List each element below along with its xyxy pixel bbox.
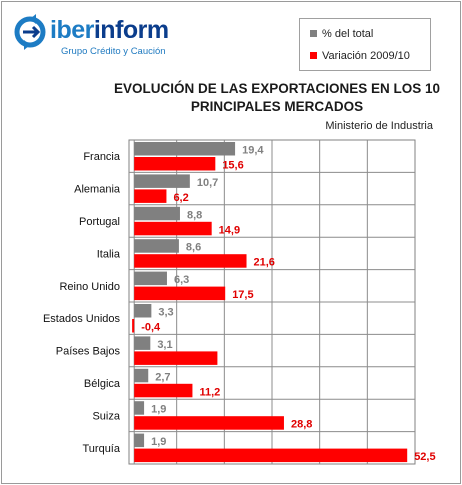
variation-value-label-francia: 15,6 [222,160,243,172]
legend-swatch-share [310,30,317,37]
variation-value-label-estados-unidos: -0,4 [141,322,161,334]
category-label-italia: Italia [97,248,121,260]
variation-bar-pa-ses-bajos [134,351,218,365]
share-value-label-estados-unidos: 3,3 [158,307,173,319]
chart-subtitle: Ministerio de Industria [325,120,433,132]
variation-bar-alemania [134,189,167,203]
variation-bar-b-lgica [134,383,193,398]
share-value-label-reino-unido: 6,3 [174,274,189,286]
variation-value-label-suiza: 28,8 [291,419,312,431]
category-label-turqu-a: Turquía [82,443,120,455]
brand-name-bold: inform [93,16,169,44]
variation-value-label-b-lgica: 11,2 [199,386,220,398]
legend-label-variation: Variación 2009/10 [322,50,410,62]
chart-legend: % del total Variación 2009/10 [299,18,431,71]
variation-bar-reino-unido [134,286,226,301]
category-label-estados-unidos: Estados Unidos [43,313,121,325]
share-bar-francia [134,142,236,156]
variation-bar-turqu-a [134,448,408,463]
share-value-label-alemania: 10,7 [197,177,218,189]
share-value-label-italia: 8,6 [186,242,201,254]
variation-bar-portugal [134,221,212,236]
variation-value-label-alemania: 6,2 [173,192,188,204]
iberinform-logo-icon [14,14,46,50]
share-value-label-suiza: 1,9 [151,404,166,416]
share-bar-suiza [134,401,145,415]
share-bar-b-lgica [134,368,149,383]
variation-value-label-turqu-a: 52,5 [414,451,435,463]
category-label-alemania: Alemania [74,184,121,196]
brand-name-light: iber [50,16,94,44]
share-value-label-francia: 19,4 [242,145,264,157]
category-label-francia: Francia [83,151,121,163]
share-bar-alemania [134,174,190,188]
variation-bar-estados-unidos [132,319,135,333]
legend-item-variation: Variación 2009/10 [310,50,410,63]
chart-title-line-2: PRINCIPALES MERCADOS [190,99,364,114]
share-bar-turqu-a [134,433,145,448]
variation-value-label-reino-unido: 17,5 [232,289,253,301]
variation-value-label-italia: 21,6 [254,257,275,269]
variation-bar-francia [134,157,216,171]
share-value-label-pa-ses-bajos: 3,1 [157,339,172,351]
category-label-portugal: Portugal [79,216,120,228]
share-value-label-b-lgica: 2,7 [155,371,170,383]
share-bar-italia [134,239,179,253]
variation-bar-suiza [134,416,284,430]
share-value-label-turqu-a: 1,9 [151,436,166,448]
chart-title-line-1: EVOLUCIÓN DE LAS EXPORTACIONES EN LOS 10 [113,81,441,96]
share-bar-reino-unido [134,271,167,286]
legend-label-share: % del total [322,28,374,40]
brand-tagline: Grupo Crédito y Caución [61,46,166,57]
legend-swatch-variation [310,52,317,59]
share-value-label-portugal: 8,8 [187,209,202,221]
category-label-suiza: Suiza [92,410,120,422]
variation-bar-italia [134,254,247,268]
category-label-pa-ses-bajos: Países Bajos [56,346,121,358]
share-bar-estados-unidos [134,304,152,318]
variation-value-label-portugal: 14,9 [219,224,240,236]
legend-item-share: % del total [310,28,373,41]
brand-name: iberinform [50,16,169,44]
share-bar-portugal [134,206,180,221]
category-label-reino-unido: Reino Unido [59,281,120,293]
category-label-b-lgica: Bélgica [84,378,121,390]
share-bar-pa-ses-bajos [134,336,151,350]
